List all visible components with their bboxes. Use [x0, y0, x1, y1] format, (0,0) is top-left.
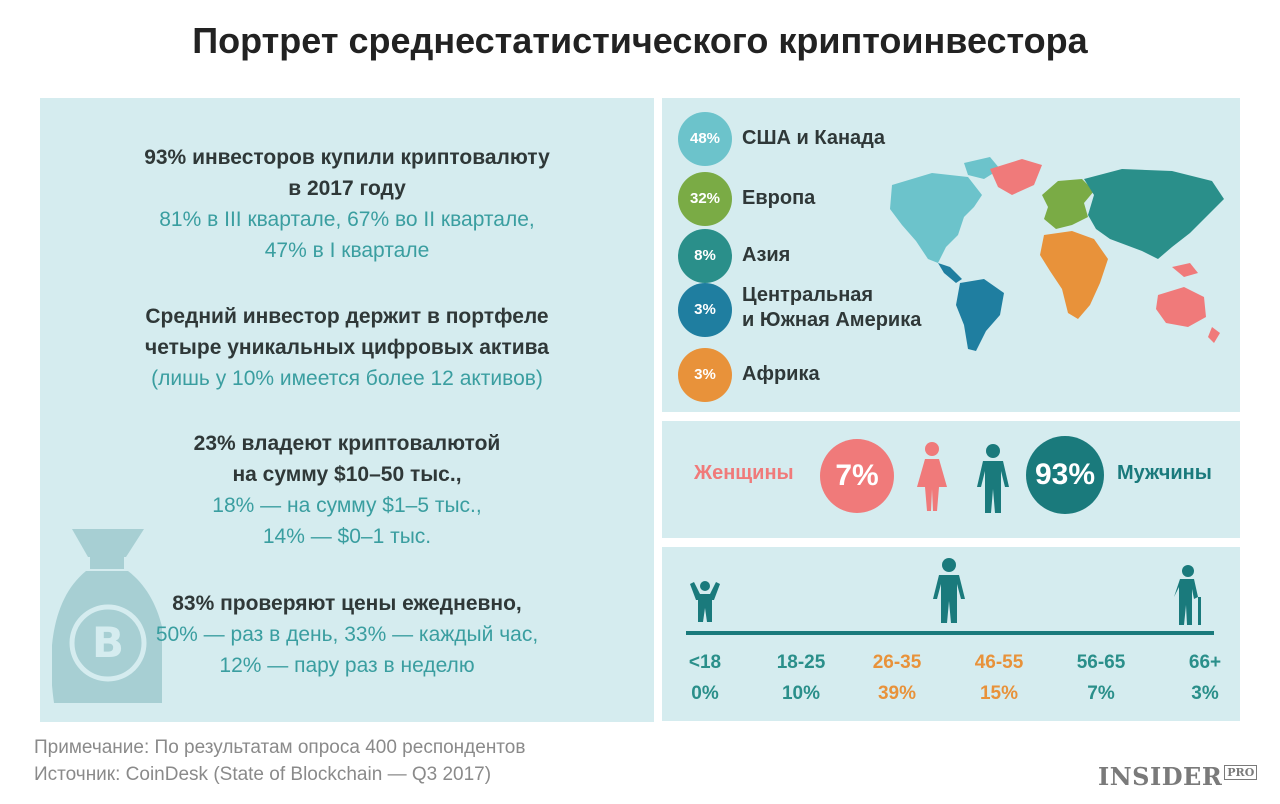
gender-panel: [662, 421, 1240, 538]
insider-pro-logo: INSIDER PRO: [1098, 762, 1258, 791]
adult-icon: [933, 558, 965, 623]
region-percent-badge: 3%: [678, 348, 732, 402]
stat-block-portfolio: Средний инвестор держит в портфеле четыр…: [40, 301, 654, 394]
stat-line: 83% проверяют цены ежедневно,: [172, 592, 522, 615]
age-value-label: 0%: [691, 683, 719, 704]
stat-line: 50% — раз в день, 33% — каждый час,: [155, 623, 539, 646]
stat-line: (лишь у 10% имеется более 12 активов): [151, 367, 543, 390]
region-label-line: Африка: [742, 363, 820, 385]
age-value-label: 3%: [1191, 683, 1219, 704]
age-category-label: 56-65: [1076, 652, 1126, 673]
region-percent-badge: 8%: [678, 229, 732, 283]
man-icon: [977, 444, 1009, 513]
region-label-line: и Южная Америка: [742, 309, 922, 331]
region-label: Азия: [742, 243, 790, 268]
region-row: 48% США и Канада: [678, 112, 978, 166]
child-icon: [690, 581, 720, 622]
age-category-label: 18-25: [776, 652, 826, 673]
women-percent-badge: 7%: [820, 439, 894, 513]
stat-line: в 2017 году: [288, 177, 406, 200]
region-label-line: Центральная: [742, 284, 874, 306]
stat-block-amount: 23% владеют криптовалютой на сумму $10–5…: [40, 428, 654, 552]
region-label-line: Азия: [742, 244, 791, 266]
stat-line: на сумму $10–50 тыс.,: [232, 463, 462, 486]
age-axis-line: [686, 631, 1214, 635]
region-label-line: США и Канада: [742, 127, 885, 149]
page-title: Портрет среднестатистического криптоинве…: [192, 20, 1088, 61]
stat-line: 18% — на сумму $1–5 тыс.,: [212, 494, 482, 517]
region-percent-badge: 32%: [678, 172, 732, 226]
men-percent-badge: 93%: [1026, 436, 1104, 514]
age-value-label: 7%: [1087, 683, 1115, 704]
age-value-label: 10%: [781, 683, 821, 704]
footnote-note: Примечание: По результатам опроса 400 ре…: [34, 737, 526, 758]
stat-line: Средний инвестор держит в портфеле: [145, 305, 549, 328]
regions-panel: [662, 98, 1240, 412]
age-category-label: 66+: [1188, 652, 1222, 673]
age-category-label: <18: [688, 652, 722, 673]
stat-line: 81% в III квартале, 67% во II квартале,: [159, 208, 535, 231]
men-label: Мужчины: [1117, 462, 1212, 484]
stat-block-prices: 83% проверяют цены ежедневно, 50% — раз …: [40, 588, 654, 681]
age-value-label: 15%: [979, 683, 1019, 704]
age-category-label: 26-35: [872, 652, 922, 673]
stat-line: 93% инвесторов купили криптовалюту: [144, 146, 550, 169]
bitcoin-bag-icon: B: [52, 529, 162, 703]
woman-icon: [917, 442, 947, 511]
region-percent-badge: 48%: [678, 112, 732, 166]
women-label: Женщины: [694, 462, 794, 484]
region-row: 8% Азия: [678, 229, 978, 283]
region-label: Африка: [742, 362, 820, 387]
stat-line: 47% в I квартале: [264, 239, 430, 262]
age-category-label: 46-55: [974, 652, 1024, 673]
stat-line: 23% владеют криптовалютой: [193, 432, 501, 455]
footnote-source: Источник: CoinDesk (State of Blockchain …: [34, 764, 492, 785]
age-value-label: 39%: [877, 683, 917, 704]
svg-text:B: B: [92, 618, 124, 667]
world-map-icon: [890, 157, 1224, 351]
region-label: Центральная и Южная Америка: [742, 283, 921, 333]
elderly-icon: [1174, 565, 1201, 625]
region-percent-badge: 3%: [678, 283, 732, 337]
stat-line: 12% — пару раз в неделю: [219, 654, 475, 677]
region-row: 3% Центральная и Южная Америка: [678, 283, 978, 337]
stat-block-purchase: 93% инвесторов купили криптовалюту в 201…: [40, 142, 654, 266]
region-label: США и Канада: [742, 126, 885, 151]
stat-line: четыре уникальных цифровых актива: [145, 336, 549, 359]
region-label-line: Европа: [742, 187, 816, 209]
stats-panel: 93% инвесторов купили криптовалюту в 201…: [40, 98, 654, 722]
region-row: 3% Африка: [678, 348, 978, 402]
stat-line: 14% — $0–1 тыс.: [262, 525, 432, 548]
region-row: 32% Европа: [678, 172, 978, 226]
region-label: Европа: [742, 186, 815, 211]
